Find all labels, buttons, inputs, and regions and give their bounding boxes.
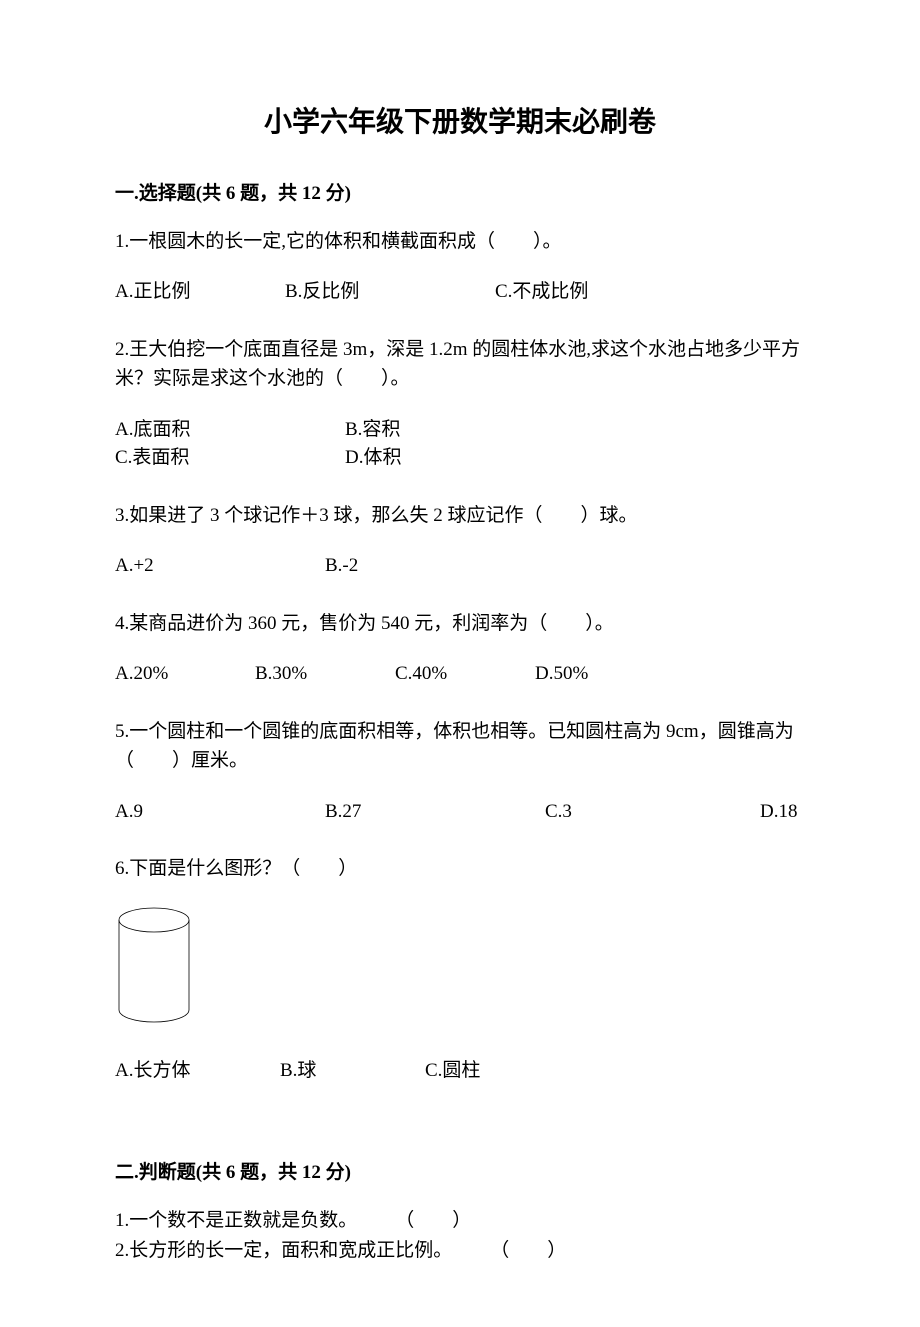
q1-option-c: C.不成比例	[495, 278, 675, 307]
q4-option-d: D.50%	[535, 660, 588, 689]
q2-option-b: B.容积	[345, 416, 585, 445]
question-4-options: A.20% B.30% C.40% D.50%	[115, 660, 805, 689]
q5-option-b: B.27	[325, 798, 545, 827]
exam-page: 小学六年级下册数学期末必刷卷 一.选择题(共 6 题，共 12 分) 1.一根圆…	[0, 0, 920, 1327]
q3-option-a: A.+2	[115, 552, 325, 581]
section-2-header: 二.判断题(共 6 题，共 12 分)	[115, 1157, 805, 1184]
question-6-stem: 6.下面是什么图形？（ ）	[115, 854, 805, 883]
question-1-stem: 1.一根圆木的长一定,它的体积和横截面积成（ ）。	[115, 227, 805, 256]
q4-option-a: A.20%	[115, 660, 255, 689]
q2-option-a: A.底面积	[115, 416, 345, 445]
question-5-options: A.9 B.27 C.3 D.18	[115, 798, 805, 827]
q6-option-c: C.圆柱	[425, 1057, 480, 1086]
q4-option-c: C.40%	[395, 660, 535, 689]
q6-option-a: A.长方体	[115, 1057, 280, 1086]
question-3-options: A.+2 B.-2	[115, 552, 805, 581]
q5-option-d: D.18	[760, 798, 797, 827]
question-2-options: A.底面积 B.容积 C.表面积 D.体积	[115, 416, 805, 473]
cylinder-figure	[115, 906, 805, 1029]
question-6-options: A.长方体 B.球 C.圆柱	[115, 1057, 805, 1086]
q5-option-c: C.3	[545, 798, 760, 827]
judge-2: 2.长方形的长一定，面积和宽成正比例。 （ ）	[115, 1236, 805, 1266]
q1-option-a: A.正比例	[115, 278, 285, 307]
question-4-stem: 4.某商品进价为 360 元，售价为 540 元，利润率为（ ）。	[115, 609, 805, 638]
question-5-stem: 5.一个圆柱和一个圆锥的底面积相等，体积也相等。已知圆柱高为 9cm，圆锥高为（…	[115, 717, 805, 776]
question-3-stem: 3.如果进了 3 个球记作＋3 球，那么失 2 球应记作（ ）球。	[115, 501, 805, 530]
q2-option-d: D.体积	[345, 444, 401, 473]
q2-option-c: C.表面积	[115, 444, 345, 473]
section-1-header: 一.选择题(共 6 题，共 12 分)	[115, 178, 805, 205]
q5-option-a: A.9	[115, 798, 325, 827]
q3-option-b: B.-2	[325, 552, 358, 581]
q4-option-b: B.30%	[255, 660, 395, 689]
cylinder-icon	[115, 906, 193, 1024]
question-2-stem: 2.王大伯挖一个底面直径是 3m，深是 1.2m 的圆柱体水池,求这个水池占地多…	[115, 335, 805, 394]
q6-option-b: B.球	[280, 1057, 425, 1086]
question-1-options: A.正比例 B.反比例 C.不成比例	[115, 278, 805, 307]
q1-option-b: B.反比例	[285, 278, 495, 307]
page-title: 小学六年级下册数学期末必刷卷	[115, 100, 805, 140]
judge-1: 1.一个数不是正数就是负数。 （ ）	[115, 1206, 805, 1236]
